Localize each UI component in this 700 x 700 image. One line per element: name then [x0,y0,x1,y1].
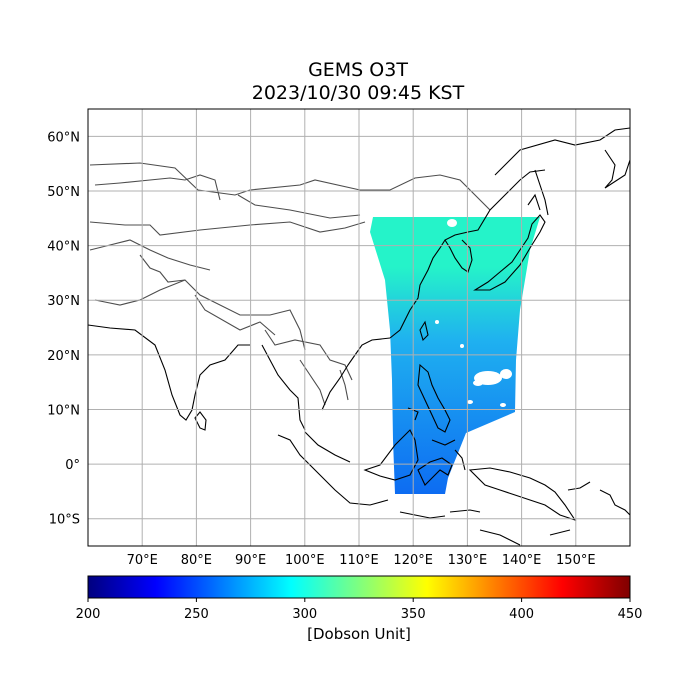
lon-tick-label: 140°E [502,553,542,568]
lon-tick-label: 130°E [448,553,488,568]
lon-tick-label: 100°E [285,553,325,568]
colorbar-ticks: 200 250 300 350 400 450 [76,598,643,622]
lon-tick-label: 90°E [235,553,266,568]
map-frame [87,108,631,547]
map-subtitle: 2023/10/30 09:45 KST [251,82,465,104]
lon-tick-label: 110°E [339,553,379,568]
colorbar-label: [Dobson Unit] [307,625,411,643]
lat-tick-label: 50°N [47,185,80,200]
lat-tick-label: 40°N [47,240,80,255]
lat-tick-label: 10°S [49,513,80,528]
colorbar-tick-label: 450 [618,607,643,622]
lon-tick-label: 70°E [127,553,158,568]
lon-tick-label: 150°E [556,553,596,568]
colorbar-tick-label: 250 [184,607,209,622]
colorbar-tick-label: 300 [292,607,317,622]
lat-tick-label: 0° [65,458,80,473]
missing-data-patches [435,219,512,407]
lat-tick-label: 30°N [47,294,80,309]
map-title: GEMS O3T [308,59,408,81]
lon-tick-label: 120°E [393,553,433,568]
longitude-labels: 70°E 80°E 90°E 100°E 110°E 120°E 130°E 140°E 150… [127,553,596,568]
colorbar [87,575,631,599]
lat-tick-label: 20°N [47,349,80,364]
lat-tick-label: 60°N [47,130,80,145]
lon-tick-label: 80°E [181,553,212,568]
colorbar-tick-label: 200 [76,607,101,622]
country-borders [89,162,491,406]
colorbar-tick-label: 400 [509,607,534,622]
coastlines [88,127,630,546]
gridlines [88,109,630,546]
latitude-labels: 60°N 50°N 40°N 30°N 20°N 10°N 0° 10°S [47,130,80,527]
colorbar-tick-label: 350 [401,607,426,622]
lat-tick-label: 10°N [47,403,80,418]
